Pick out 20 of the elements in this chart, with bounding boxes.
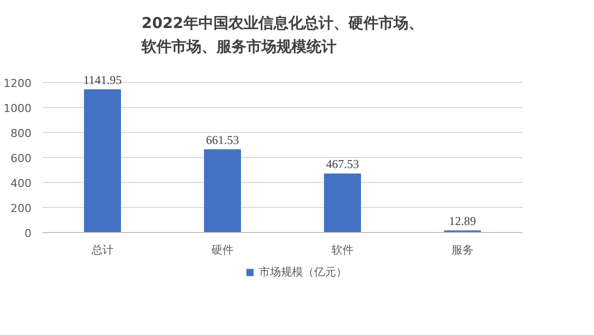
y-tick-label: 1000	[4, 102, 32, 115]
x-tick-label: 服务	[452, 244, 474, 256]
data-label: 661.53	[206, 132, 239, 147]
bar	[204, 149, 241, 232]
y-tick-label: 200	[10, 202, 32, 215]
y-tick-label: 400	[10, 177, 32, 190]
data-label: 467.53	[326, 157, 359, 172]
bar	[324, 174, 361, 232]
x-tick-label: 软件	[332, 244, 354, 256]
legend-label: 市场规模（亿元）	[259, 264, 347, 280]
chart-title: 2022年中国农业信息化总计、硬件市场、软件市场、服务市场规模统计	[140, 14, 424, 56]
data-label: 1141.95	[83, 72, 122, 87]
data-label: 12.89	[449, 214, 476, 228]
x-tick-label: 总计	[90, 244, 114, 256]
y-tick-label: 0	[24, 227, 32, 240]
x-tick-label: 硬件	[212, 244, 234, 256]
y-tick-label: 800	[10, 127, 32, 140]
y-tick-label: 600	[10, 152, 32, 165]
bar	[84, 89, 121, 232]
y-tick-label: 1200	[4, 77, 32, 90]
